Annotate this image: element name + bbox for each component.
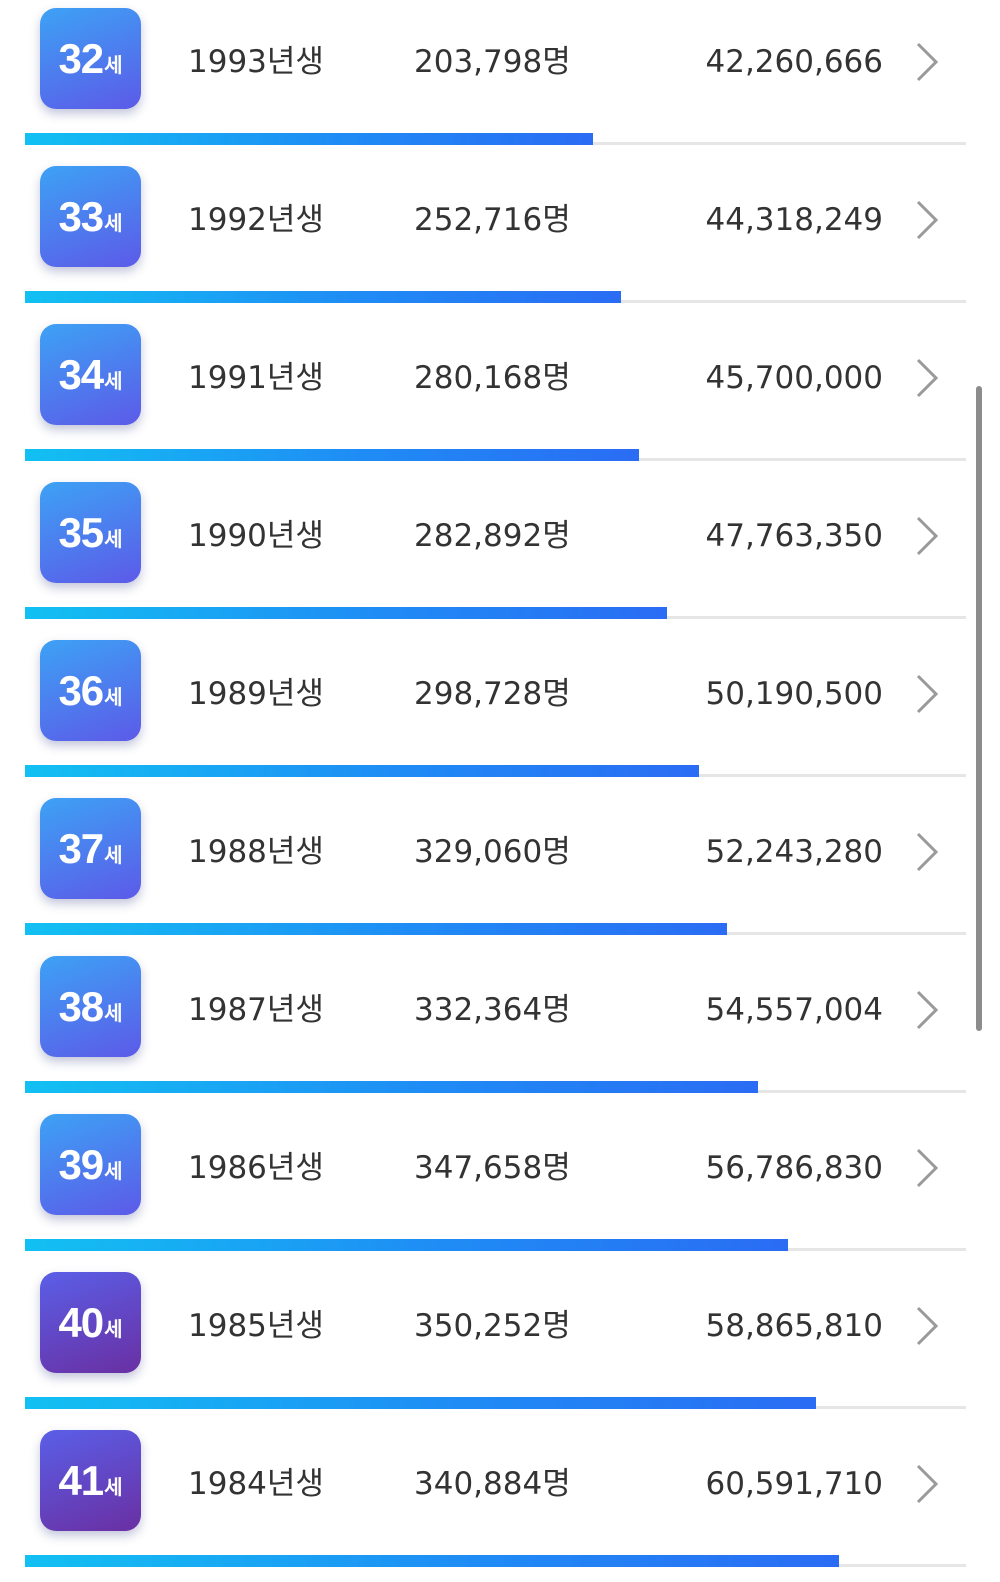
age-unit: 세 <box>104 526 123 551</box>
birth-year: 1987년생 <box>188 992 324 1028</box>
birth-year: 1985년생 <box>188 1308 324 1344</box>
age-number: 33 <box>58 192 104 240</box>
salary-amount: 45,700,000 <box>705 360 884 396</box>
birth-year: 1993년생 <box>188 44 324 80</box>
age-badge: 41 세 <box>40 1430 141 1531</box>
list-item[interactable]: 41 세 1984년생 340,884명 60,591,710 <box>0 1422 1000 1580</box>
birth-year: 1990년생 <box>188 518 324 554</box>
population-count: 350,252명 <box>414 1308 571 1344</box>
progress-bar <box>25 1081 758 1093</box>
age-number: 36 <box>58 666 104 714</box>
salary-amount: 52,243,280 <box>705 834 884 870</box>
salary-amount: 60,591,710 <box>705 1466 884 1502</box>
salary-amount: 54,557,004 <box>705 992 884 1028</box>
list-item[interactable]: 39 세 1986년생 347,658명 56,786,830 <box>0 1106 1000 1264</box>
age-badge: 36 세 <box>40 640 141 741</box>
chevron-right-icon[interactable] <box>906 830 946 874</box>
age-unit: 세 <box>104 1000 123 1025</box>
progress-bar <box>25 923 727 935</box>
age-unit: 세 <box>104 1158 123 1183</box>
age-badge: 35 세 <box>40 482 141 583</box>
population-count: 347,658명 <box>414 1150 571 1186</box>
population-count: 282,892명 <box>414 518 571 554</box>
age-number: 32 <box>58 34 104 82</box>
age-badge: 38 세 <box>40 956 141 1057</box>
progress-bar <box>25 765 699 777</box>
list-item[interactable]: 37 세 1988년생 329,060명 52,243,280 <box>0 790 1000 948</box>
list-item[interactable]: 32 세 1993년생 203,798명 42,260,666 <box>0 0 1000 158</box>
age-badge: 37 세 <box>40 798 141 899</box>
chevron-right-icon[interactable] <box>906 1304 946 1348</box>
age-badge: 32 세 <box>40 8 141 109</box>
chevron-right-icon[interactable] <box>906 672 946 716</box>
birth-year: 1989년생 <box>188 676 324 712</box>
age-unit: 세 <box>104 52 123 77</box>
chevron-right-icon[interactable] <box>906 198 946 242</box>
salary-amount: 42,260,666 <box>705 44 884 80</box>
salary-amount: 47,763,350 <box>705 518 884 554</box>
chevron-right-icon[interactable] <box>906 514 946 558</box>
age-unit: 세 <box>104 1316 123 1341</box>
birth-year: 1984년생 <box>188 1466 324 1502</box>
age-badge: 33 세 <box>40 166 141 267</box>
salary-amount: 56,786,830 <box>705 1150 884 1186</box>
vertical-scrollbar[interactable] <box>976 386 982 1031</box>
age-number: 40 <box>58 1298 104 1346</box>
age-badge: 34 세 <box>40 324 141 425</box>
birth-year: 1986년생 <box>188 1150 324 1186</box>
progress-bar <box>25 1239 788 1251</box>
age-badge: 40 세 <box>40 1272 141 1373</box>
chevron-right-icon[interactable] <box>906 1462 946 1506</box>
list-item[interactable]: 40 세 1985년생 350,252명 58,865,810 <box>0 1264 1000 1422</box>
chevron-right-icon[interactable] <box>906 988 946 1032</box>
population-count: 329,060명 <box>414 834 571 870</box>
age-number: 37 <box>58 824 104 872</box>
progress-bar <box>25 291 621 303</box>
progress-bar <box>25 133 593 145</box>
age-unit: 세 <box>104 368 123 393</box>
list-item[interactable]: 33 세 1992년생 252,716명 44,318,249 <box>0 158 1000 316</box>
population-count: 298,728명 <box>414 676 571 712</box>
population-count: 332,364명 <box>414 992 571 1028</box>
age-unit: 세 <box>104 210 123 235</box>
progress-bar <box>25 1555 839 1567</box>
salary-amount: 58,865,810 <box>705 1308 884 1344</box>
chevron-right-icon[interactable] <box>906 40 946 84</box>
age-number: 38 <box>58 982 104 1030</box>
age-unit: 세 <box>104 1474 123 1499</box>
salary-amount: 50,190,500 <box>705 676 884 712</box>
chevron-right-icon[interactable] <box>906 356 946 400</box>
list-item[interactable]: 35 세 1990년생 282,892명 47,763,350 <box>0 474 1000 632</box>
chevron-right-icon[interactable] <box>906 1146 946 1190</box>
list-item[interactable]: 34 세 1991년생 280,168명 45,700,000 <box>0 316 1000 474</box>
age-number: 39 <box>58 1140 104 1188</box>
age-badge: 39 세 <box>40 1114 141 1215</box>
age-unit: 세 <box>104 842 123 867</box>
list-item[interactable]: 38 세 1987년생 332,364명 54,557,004 <box>0 948 1000 1106</box>
age-unit: 세 <box>104 684 123 709</box>
population-count: 280,168명 <box>414 360 571 396</box>
population-count: 340,884명 <box>414 1466 571 1502</box>
population-count: 203,798명 <box>414 44 571 80</box>
list-item[interactable]: 36 세 1989년생 298,728명 50,190,500 <box>0 632 1000 790</box>
progress-bar <box>25 607 667 619</box>
age-number: 35 <box>58 508 104 556</box>
birth-year: 1988년생 <box>188 834 324 870</box>
birth-year: 1992년생 <box>188 202 324 238</box>
progress-bar <box>25 1397 816 1409</box>
population-count: 252,716명 <box>414 202 571 238</box>
age-number: 41 <box>58 1456 104 1504</box>
salary-amount: 44,318,249 <box>705 202 884 238</box>
age-number: 34 <box>58 350 104 398</box>
progress-bar <box>25 449 639 461</box>
birth-year: 1991년생 <box>188 360 324 396</box>
